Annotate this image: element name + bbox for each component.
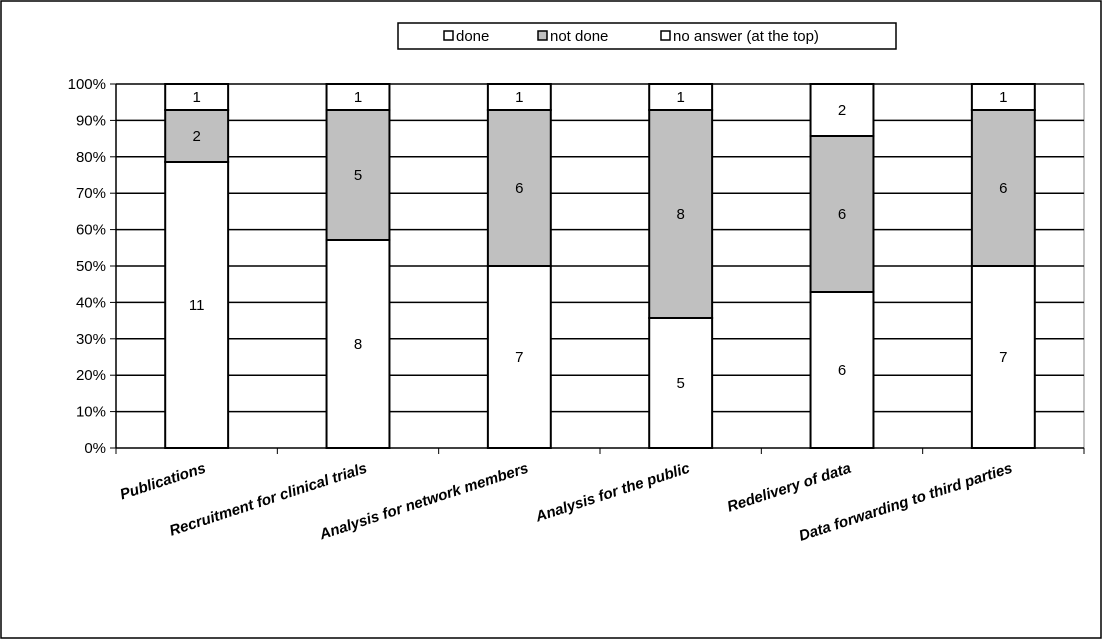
- bar-segment: [648, 83, 714, 111]
- y-tick-label: 0%: [84, 440, 106, 457]
- bar-segment: [970, 109, 1036, 267]
- data-label: 7: [515, 349, 523, 366]
- data-label: 6: [515, 180, 523, 197]
- y-tick-labels: 0% 10% 20% 30% 40% 50% 60% 70% 80% 90% 100%: [68, 76, 106, 457]
- data-label: 5: [354, 167, 362, 184]
- bar-segment: [970, 83, 1036, 111]
- bar-segment: [970, 265, 1036, 449]
- y-tick-label: 90%: [76, 112, 106, 129]
- y-tick-label: 20%: [76, 367, 106, 384]
- bar-segment: [325, 83, 391, 111]
- y-tick-label: 50%: [76, 258, 106, 275]
- bar-segment: [486, 265, 552, 449]
- legend-swatch: [443, 30, 454, 41]
- legend-swatch: [537, 30, 548, 41]
- bar-segment: [648, 317, 714, 449]
- data-label: 6: [838, 206, 846, 223]
- data-label: 8: [676, 206, 684, 223]
- bar-segment: [164, 83, 230, 111]
- data-label: 2: [192, 128, 200, 145]
- bar-segment: [164, 109, 230, 163]
- data-label: 7: [999, 349, 1007, 366]
- legend-item-label: no answer (at the top): [673, 28, 819, 45]
- y-tick-label: 40%: [76, 294, 106, 311]
- y-tick-label: 80%: [76, 149, 106, 166]
- y-tick-label: 100%: [68, 76, 106, 93]
- y-tick-label: 60%: [76, 222, 106, 239]
- data-label: 5: [676, 375, 684, 392]
- bar-segment: [809, 291, 875, 449]
- bar-segment: [809, 83, 875, 137]
- data-label: 11: [189, 297, 205, 314]
- legend: done not done no answer (at the top): [397, 22, 897, 50]
- bar-segment: [809, 135, 875, 293]
- gridlines: [116, 83, 1084, 413]
- bar-segment: [486, 83, 552, 111]
- bar-segment: [164, 161, 230, 449]
- data-label: 1: [515, 89, 523, 106]
- bar-segment: [325, 109, 391, 241]
- data-label: 6: [838, 362, 846, 379]
- y-tick-label: 10%: [76, 404, 106, 421]
- y-tick-label: 30%: [76, 331, 106, 348]
- y-tick-label: 70%: [76, 185, 106, 202]
- bar-segment: [325, 239, 391, 449]
- data-label: 2: [838, 102, 846, 119]
- data-label: 1: [999, 89, 1007, 106]
- legend-swatch: [660, 30, 671, 41]
- data-label: 1: [676, 89, 684, 106]
- data-label: 8: [354, 336, 362, 353]
- data-label: 6: [999, 180, 1007, 197]
- legend-box: [397, 22, 897, 50]
- legend-item-label: done: [456, 28, 489, 45]
- data-label: 1: [192, 89, 200, 106]
- data-label: 1: [354, 89, 362, 106]
- legend-item-label: not done: [550, 28, 608, 45]
- axes: [110, 83, 1085, 454]
